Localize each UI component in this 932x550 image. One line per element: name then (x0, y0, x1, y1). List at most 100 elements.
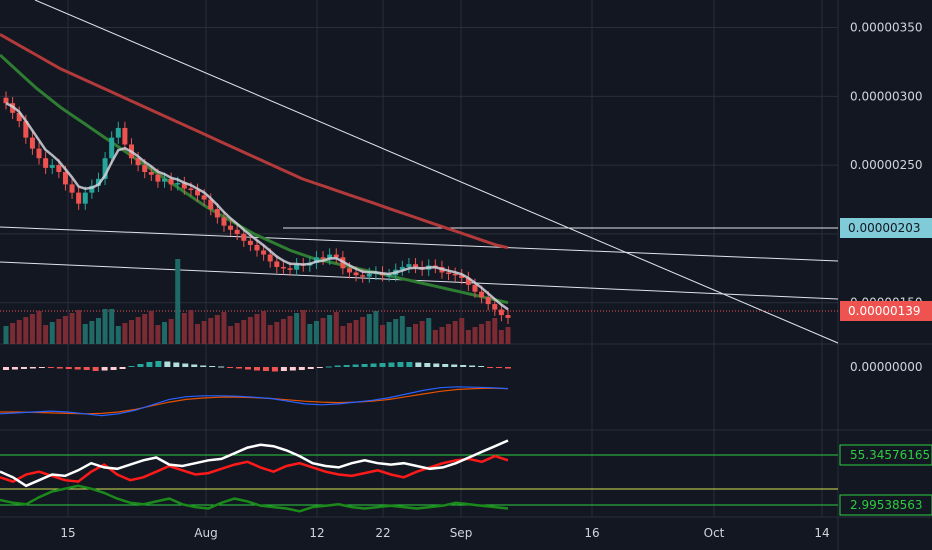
trendline-lower[interactable] (0, 261, 839, 300)
rsi-badge-lower-text: 2.99538563 (850, 498, 923, 512)
macd-histogram-bar (74, 367, 81, 370)
candle-body (492, 304, 498, 310)
ema-fast-line (5, 102, 509, 311)
candle-body (181, 183, 187, 189)
candle-body (62, 172, 68, 185)
time-tick-label: 16 (584, 526, 599, 540)
volume-bar (241, 320, 247, 344)
macd-histogram-bar (262, 367, 269, 371)
volume-bar (393, 319, 399, 344)
candle-body (3, 97, 9, 104)
volume-bar (446, 324, 452, 344)
candle-body (327, 254, 333, 259)
macd-histogram-bar (307, 367, 314, 369)
macd-histogram-bar (254, 367, 260, 371)
trendline-upper[interactable] (0, 226, 839, 262)
candle-body (465, 277, 471, 285)
volume-bar (366, 314, 372, 344)
macd-histogram-bar (236, 367, 243, 369)
candle-body (485, 297, 491, 305)
time-tick-label: Aug (194, 526, 217, 540)
volume-bar (313, 321, 319, 344)
volume-bar (274, 322, 280, 344)
candle-body (221, 217, 227, 226)
macd-histogram-bar (245, 367, 252, 370)
volume-bar (373, 311, 379, 344)
candle-body (479, 291, 485, 298)
volume-bar (3, 326, 9, 344)
macd-histogram-bar (83, 367, 90, 370)
volume-bar (175, 259, 181, 344)
trendline-down[interactable] (34, 0, 839, 344)
volume-bar (201, 321, 207, 344)
candle-body (247, 240, 253, 245)
rsi-badge-upper-text: 55.34576165 (850, 448, 930, 462)
candle-body (195, 189, 201, 196)
volume-bar (23, 317, 29, 344)
volume-bar (439, 327, 445, 344)
macd-histogram-bar (397, 362, 404, 367)
macd-histogram-bar (343, 365, 350, 367)
level-price-badge-text: 0.00000203 (848, 221, 921, 235)
volume-bar (432, 330, 438, 344)
candle-body (333, 254, 339, 258)
candle-body (313, 257, 319, 263)
macd-histogram-bar (173, 362, 180, 367)
volume-bar (320, 318, 326, 344)
volume-bar (419, 321, 425, 344)
macd-histogram-bar (56, 367, 63, 369)
volume-bar (135, 317, 141, 344)
macd-histogram-bar (209, 366, 216, 367)
volume-bar (115, 326, 121, 344)
macd-histogram-bar (505, 367, 511, 369)
candle-body (446, 272, 452, 274)
candle-body (254, 244, 260, 251)
macd-histogram-bar (487, 367, 494, 368)
macd-histogram-bar (388, 362, 395, 367)
candle-body (109, 137, 115, 159)
volume-bar (353, 320, 359, 344)
macd-histogram-bar (289, 367, 296, 371)
macd-histogram-bar (352, 364, 359, 367)
candle-body (208, 199, 214, 210)
candle-body (43, 158, 49, 168)
macd-histogram-bar (406, 362, 413, 367)
volume-bar (459, 318, 465, 344)
macd-histogram-bar (298, 367, 305, 370)
volume-bar (492, 318, 498, 344)
volume-bar (43, 325, 49, 344)
candle-body (320, 257, 326, 259)
volume-bar (109, 309, 115, 344)
ma-50-line (0, 53, 509, 305)
candle-body (498, 309, 504, 316)
last-price-badge-text: 0.00000139 (848, 304, 921, 318)
volume-bar (485, 321, 491, 344)
candle-body (294, 264, 300, 270)
oscillator-line-white (0, 439, 509, 488)
time-tick-label: Sep (450, 526, 473, 540)
volume-bar (129, 320, 134, 344)
volume-bar (472, 327, 478, 344)
candle-body (228, 225, 234, 230)
candle-body (188, 188, 194, 191)
price-tick-label: 0.00000350 (850, 21, 923, 35)
volume-bar (307, 324, 313, 344)
macd-histogram-bar (3, 367, 9, 370)
candle-body (95, 178, 101, 186)
candle-body (472, 284, 478, 292)
macd-histogram-bar (227, 367, 234, 368)
volume-bar (300, 310, 306, 344)
macd-line (0, 386, 509, 417)
candle-body (261, 250, 267, 255)
volume-bar (360, 317, 366, 344)
candle-body (452, 273, 458, 276)
macd-histogram-bar (460, 365, 467, 367)
volume-bar (214, 315, 220, 344)
candle-body (16, 112, 22, 122)
volume-bar (333, 312, 339, 344)
candle-body (201, 195, 207, 200)
volume-bar (267, 325, 273, 344)
candle-body (56, 165, 62, 172)
